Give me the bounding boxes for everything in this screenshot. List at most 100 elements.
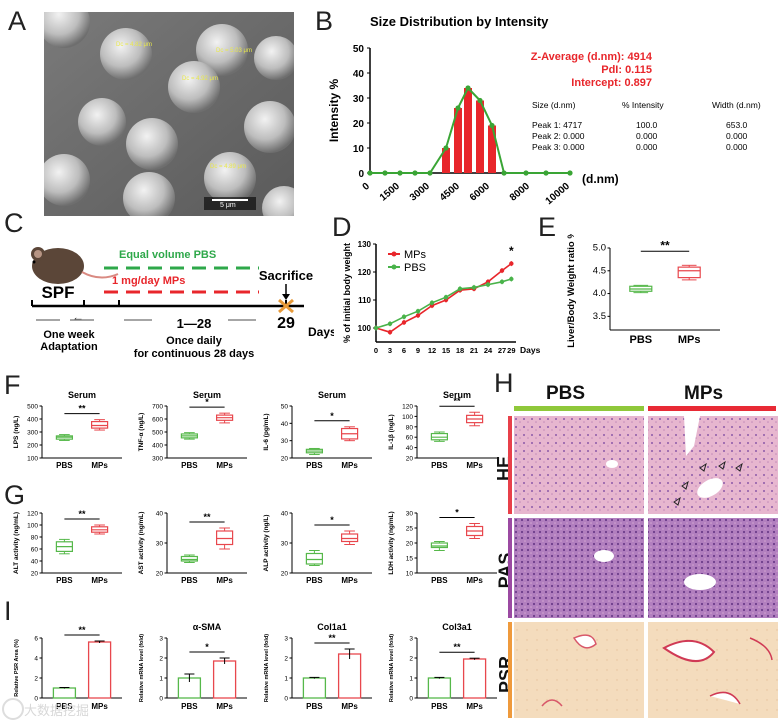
y-axis-label: LPS (ng/L) bbox=[13, 416, 20, 449]
asma-chart: α-SMA 0 1 2 3 Relative mRNA level (fold) PBS MP… bbox=[139, 622, 247, 711]
bar bbox=[476, 100, 484, 173]
table-cell: Peak 1: 4717 bbox=[532, 120, 582, 130]
y-axis-label: Liver/Body Weight ratio % bbox=[566, 234, 577, 348]
y-tick-label: 0 bbox=[284, 696, 288, 703]
y-tick-label: 700 bbox=[152, 404, 163, 411]
y-tick-label: 110 bbox=[358, 296, 371, 305]
y-tick-label: 100 bbox=[358, 324, 372, 333]
y-tick-label: 600 bbox=[152, 417, 163, 424]
y-axis-label: Relative mRNA level (fold) bbox=[264, 634, 270, 702]
panel-label-h: H bbox=[494, 368, 514, 398]
col1a1-chart: Col1a1 0 1 2 3 Relative mRNA level (fold) PBS M… bbox=[264, 622, 372, 711]
bar bbox=[212, 660, 237, 699]
panel-label-f: F bbox=[4, 370, 21, 400]
col3a1-chart: Col3a1 0 1 2 3 Relative mRNA level (fold) PBS M… bbox=[389, 622, 497, 711]
y-axis-label: ALT activity (ng/mL) bbox=[13, 512, 20, 574]
table-cell: 0.000 bbox=[726, 142, 748, 152]
y-tick-label: 0 bbox=[34, 696, 38, 703]
pbs-label: Equal volume PBS bbox=[119, 249, 216, 261]
significance: * bbox=[330, 515, 334, 525]
y-tick-label: 2 bbox=[409, 656, 413, 663]
significance: * bbox=[205, 642, 209, 652]
y-tick-label: 40 bbox=[406, 445, 414, 452]
psr-mps-image bbox=[648, 622, 778, 718]
y-tick-label: 1 bbox=[409, 676, 413, 683]
pbs-header-bar bbox=[514, 406, 644, 411]
y-axis-label: LDH activity (ng/mL) bbox=[388, 511, 395, 574]
he-mps-image bbox=[648, 416, 778, 514]
y-tick-label: 100 bbox=[27, 523, 38, 530]
series-point bbox=[489, 122, 495, 129]
y-tick-label: 300 bbox=[27, 430, 38, 437]
y-tick-label: 0 bbox=[159, 696, 163, 703]
bar bbox=[302, 677, 327, 699]
y-tick-label: 0 bbox=[358, 169, 364, 180]
y-tick-label: 5.0 bbox=[593, 243, 606, 254]
arrow-left: ← bbox=[72, 310, 84, 324]
category-label: PBS bbox=[181, 576, 198, 585]
category-label: PBS bbox=[181, 702, 198, 711]
mouse-body bbox=[32, 248, 84, 284]
category-label: PBS bbox=[306, 576, 323, 585]
sacrifice-arrowhead bbox=[282, 294, 290, 300]
sacrifice-label: Sacrifice bbox=[259, 268, 313, 283]
series-point bbox=[429, 300, 435, 305]
psr-area-chart: 0 2 4 6 Relative PSR Area (%) PBS MPs ** bbox=[14, 625, 122, 711]
x-tick-label: 6000 bbox=[468, 181, 492, 204]
y-tick-label: 30 bbox=[406, 511, 414, 518]
series-point bbox=[509, 261, 514, 266]
y-tick-label: 500 bbox=[152, 430, 163, 437]
sem-scale-bar-label: 5 μm bbox=[220, 202, 236, 209]
y-tick-label: 20 bbox=[281, 456, 289, 463]
y-tick-label: 20 bbox=[406, 541, 414, 548]
chart-title: Serum bbox=[443, 390, 471, 400]
y-axis-label: Intensity % bbox=[327, 79, 341, 143]
series-point bbox=[471, 285, 477, 290]
x-tick-label: 4500 bbox=[438, 181, 462, 204]
x-tick-label: 18 bbox=[456, 346, 464, 355]
y-axis-label: Relative mRNA level (fold) bbox=[139, 634, 145, 702]
y-tick-label: 2 bbox=[159, 656, 163, 663]
series-point bbox=[501, 170, 507, 176]
y-tick-label: 3 bbox=[409, 636, 413, 643]
category-label: MPs bbox=[216, 461, 233, 470]
chart-title: Col3a1 bbox=[442, 622, 472, 632]
category-label: MPs bbox=[341, 576, 358, 585]
y-tick-label: 2 bbox=[34, 676, 38, 683]
x-tick-label: 10000 bbox=[544, 181, 573, 208]
series-point bbox=[465, 85, 471, 91]
x-tick-label: 3 bbox=[388, 346, 392, 355]
series-point bbox=[523, 170, 529, 176]
chart-title: Serum bbox=[68, 390, 96, 400]
category-label: MPs bbox=[216, 576, 233, 585]
y-tick-label: 10 bbox=[406, 571, 414, 578]
y-tick-label: 30 bbox=[281, 541, 289, 548]
category-label: PBS bbox=[431, 576, 448, 585]
significance: * bbox=[205, 397, 209, 407]
sem-diameter-label-1: Dc = 4.82 μm bbox=[116, 42, 152, 48]
category-label: MPs bbox=[216, 702, 233, 711]
y-tick-label: 3.5 bbox=[593, 311, 606, 322]
range-label: 1—28 bbox=[177, 316, 212, 331]
he-side-bar bbox=[508, 416, 512, 514]
x-tick-label: 3000 bbox=[408, 181, 432, 204]
tnf-chart: Serum 300 400 500 600 700 TNF-α (ng/L) PBS MPs * bbox=[138, 390, 247, 470]
panel-label-i: I bbox=[4, 596, 12, 626]
y-tick-label: 120 bbox=[358, 268, 372, 277]
category-label: PBS bbox=[431, 702, 448, 711]
histology-pbs-header: PBS bbox=[546, 383, 586, 404]
sem-diameter-label-3: Dc = 4.92 μm bbox=[182, 76, 218, 82]
x-tick-label: 29 bbox=[507, 346, 515, 355]
pas-mps-image bbox=[648, 518, 778, 618]
y-tick-label: 40 bbox=[281, 421, 289, 428]
y-tick-label: 120 bbox=[402, 404, 413, 411]
series-point bbox=[415, 313, 421, 318]
bar bbox=[337, 653, 362, 699]
table-cell: Peak 3: 0.000 bbox=[532, 142, 585, 152]
y-tick-label: 40 bbox=[156, 511, 164, 518]
sem-diameter-label-2: Dc = 5.03 μm bbox=[216, 48, 252, 54]
series-point bbox=[567, 170, 573, 176]
y-tick-label: 130 bbox=[358, 240, 372, 249]
series-point bbox=[412, 170, 418, 176]
y-tick-label: 10 bbox=[353, 144, 365, 155]
